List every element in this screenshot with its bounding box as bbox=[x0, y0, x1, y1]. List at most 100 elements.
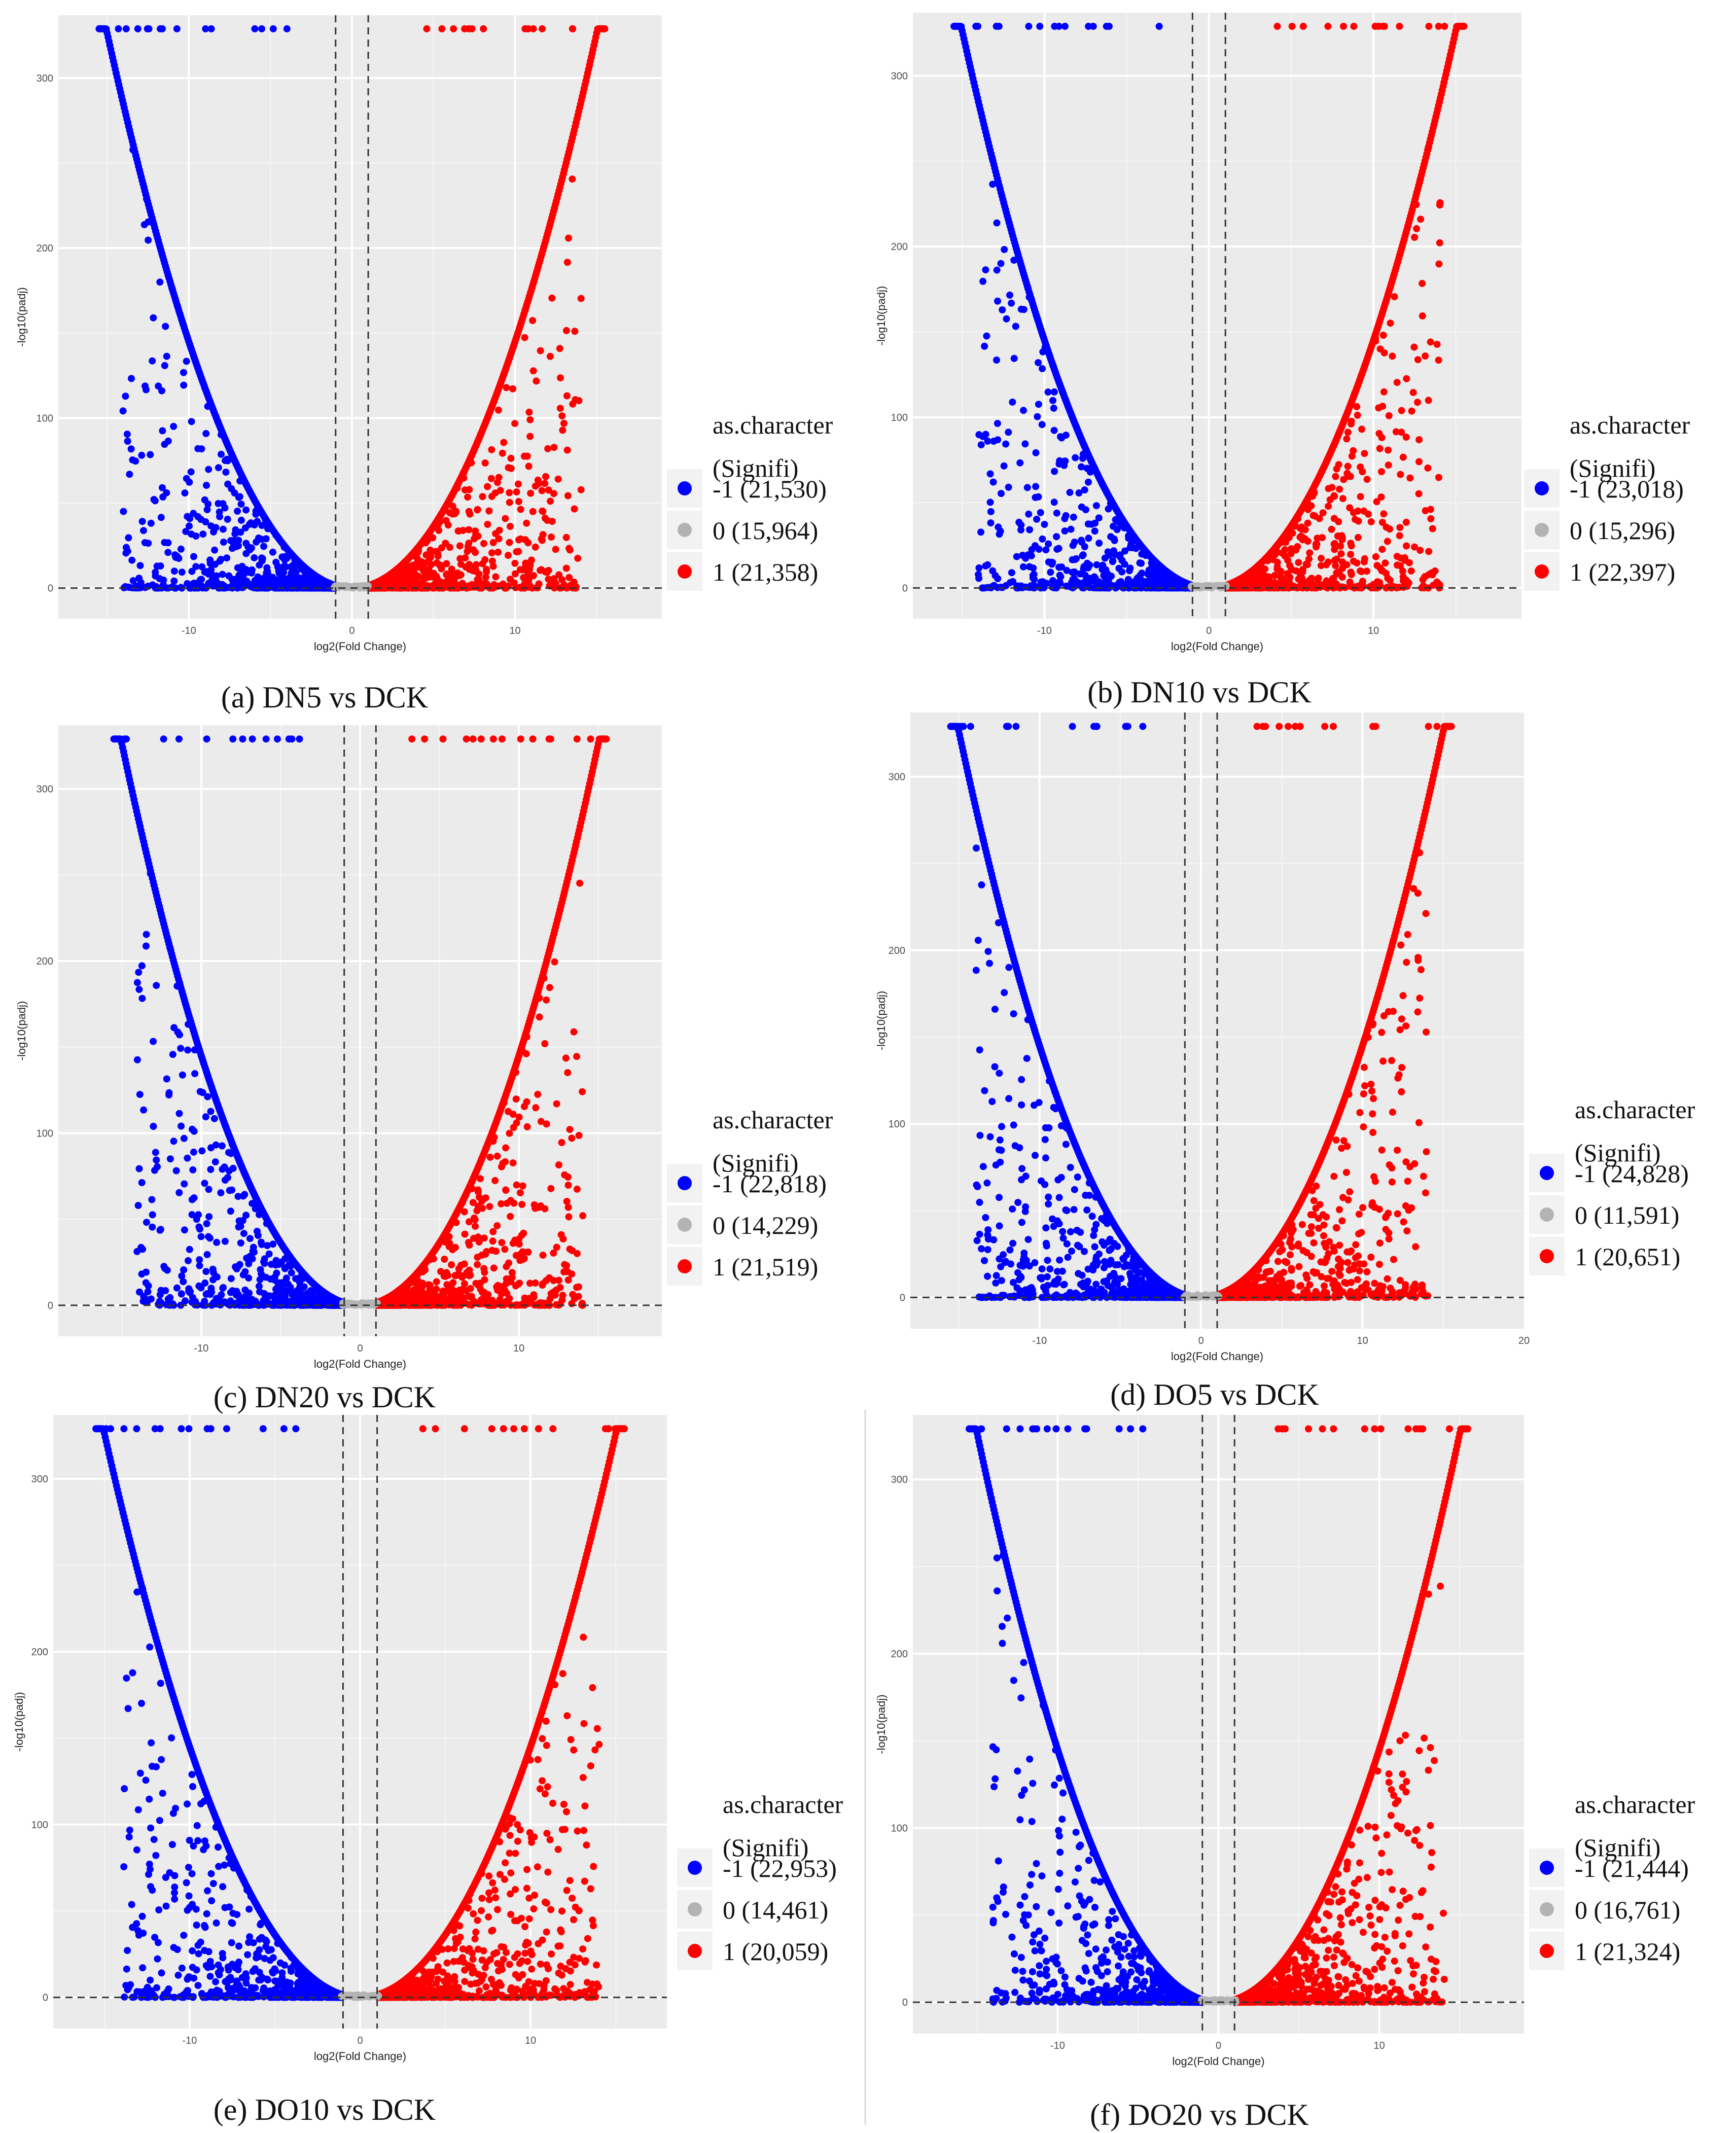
x-tick-label: 10 bbox=[509, 625, 520, 636]
point-down bbox=[998, 490, 1005, 497]
point-down bbox=[1072, 454, 1079, 461]
point-up bbox=[1330, 515, 1338, 522]
point-down bbox=[1099, 480, 1106, 488]
point-down bbox=[190, 1127, 198, 1135]
point-down bbox=[283, 25, 291, 32]
point-up bbox=[515, 498, 522, 505]
point-down bbox=[1085, 478, 1092, 486]
point-down bbox=[1168, 574, 1176, 581]
point-up bbox=[563, 392, 571, 400]
point-down bbox=[207, 522, 215, 530]
point-up bbox=[502, 515, 509, 522]
point-up bbox=[520, 452, 528, 460]
point-up bbox=[1350, 557, 1357, 565]
point-up bbox=[474, 576, 481, 583]
point-up bbox=[1435, 474, 1442, 481]
point-down bbox=[256, 561, 263, 569]
point-down bbox=[1032, 542, 1039, 549]
point-up bbox=[571, 505, 578, 513]
point-up bbox=[438, 25, 446, 32]
point-up bbox=[1398, 407, 1405, 414]
point-up bbox=[495, 535, 503, 543]
point-down bbox=[163, 352, 170, 360]
point-up bbox=[1425, 144, 1432, 152]
point-up bbox=[565, 545, 573, 552]
point-up bbox=[1422, 352, 1429, 360]
point-up bbox=[1414, 399, 1421, 406]
point-down bbox=[994, 297, 1001, 305]
point-down bbox=[122, 25, 130, 32]
point-down bbox=[1112, 551, 1119, 558]
point-down bbox=[251, 554, 258, 561]
point-up bbox=[439, 584, 447, 591]
point-down bbox=[180, 369, 187, 376]
point-down bbox=[178, 1290, 185, 1298]
point-down bbox=[1063, 566, 1071, 574]
point-down bbox=[237, 516, 245, 524]
point-down bbox=[1008, 299, 1015, 307]
point-up bbox=[1288, 22, 1296, 30]
point-up bbox=[459, 527, 467, 534]
y-axis-title: -log10(padj) bbox=[15, 287, 28, 346]
point-up bbox=[488, 584, 496, 592]
point-down bbox=[178, 568, 186, 576]
point-up bbox=[1413, 225, 1421, 232]
panel-caption: (a) DN5 vs DCK bbox=[221, 681, 428, 714]
point-down bbox=[157, 1287, 165, 1294]
point-up bbox=[548, 518, 556, 525]
point-down bbox=[1024, 284, 1032, 292]
point-down bbox=[1121, 560, 1128, 568]
point-down bbox=[160, 576, 167, 584]
point-up bbox=[1351, 389, 1359, 397]
point-down bbox=[201, 384, 208, 392]
point-nonsig bbox=[1193, 583, 1201, 590]
legend-title-line: as.character bbox=[1570, 411, 1690, 439]
point-up bbox=[1373, 583, 1380, 591]
point-up bbox=[570, 578, 578, 586]
point-up bbox=[556, 345, 563, 352]
point-up bbox=[550, 444, 558, 451]
point-up bbox=[1460, 22, 1468, 30]
point-down bbox=[1103, 22, 1110, 30]
point-up bbox=[1245, 583, 1253, 590]
point-down bbox=[1005, 429, 1012, 436]
point-down bbox=[183, 475, 190, 482]
point-down bbox=[159, 484, 166, 491]
point-up bbox=[422, 551, 430, 559]
point-up bbox=[1411, 234, 1419, 241]
point-down bbox=[173, 302, 181, 309]
point-down bbox=[1033, 312, 1040, 319]
point-down bbox=[237, 1239, 244, 1247]
legend-swatch bbox=[678, 481, 692, 495]
point-down bbox=[138, 518, 146, 525]
point-down bbox=[306, 584, 314, 592]
point-up bbox=[1358, 371, 1365, 378]
point-down bbox=[164, 437, 172, 445]
point-down bbox=[172, 554, 180, 561]
point-up bbox=[1348, 542, 1355, 550]
point-up bbox=[1416, 547, 1424, 554]
point-down bbox=[989, 181, 997, 188]
point-down bbox=[993, 357, 1000, 364]
point-down bbox=[1125, 532, 1132, 540]
point-up bbox=[1273, 549, 1281, 556]
point-up bbox=[1281, 546, 1289, 553]
point-up bbox=[479, 493, 486, 501]
point-down bbox=[1086, 575, 1093, 582]
point-down bbox=[1069, 568, 1076, 576]
point-down bbox=[1001, 246, 1008, 253]
point-up bbox=[1435, 260, 1443, 268]
point-down bbox=[975, 571, 982, 578]
point-up bbox=[1273, 542, 1281, 550]
legend-entry-label: 1 (21,358) bbox=[713, 558, 818, 586]
point-up bbox=[1365, 510, 1372, 518]
point-up bbox=[1339, 559, 1347, 567]
point-down bbox=[1141, 578, 1149, 585]
point-up bbox=[1436, 201, 1443, 209]
point-up bbox=[563, 446, 571, 454]
point-up bbox=[1340, 22, 1347, 30]
point-down bbox=[994, 420, 1001, 427]
point-down bbox=[994, 575, 1002, 582]
point-up bbox=[1332, 473, 1339, 480]
